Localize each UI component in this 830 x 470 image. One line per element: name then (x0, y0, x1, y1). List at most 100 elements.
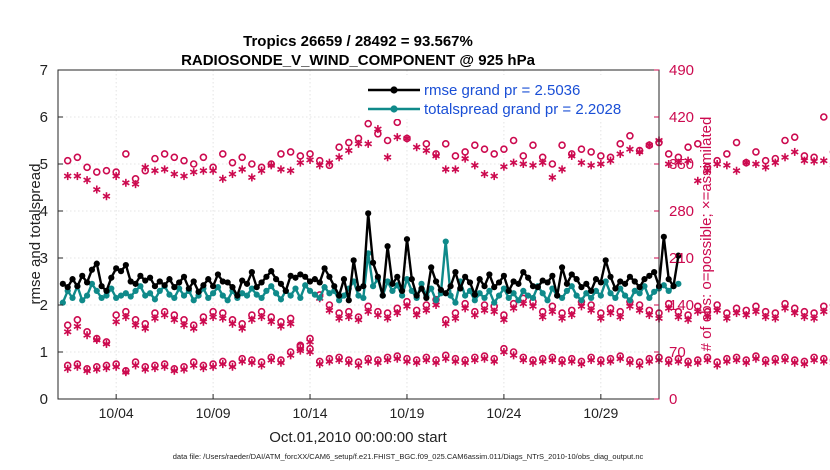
rmse-point (365, 210, 372, 217)
rmse-point (578, 284, 585, 291)
y-right-tick-label: 140 (669, 297, 694, 314)
totalspread-point (563, 287, 571, 294)
obs-assimilated-marker (432, 151, 440, 160)
rmse-point (554, 292, 561, 299)
obs-assimilated-marker (693, 176, 702, 185)
obs-assimilated-marker (732, 356, 741, 365)
obs-possible-marker (218, 150, 227, 158)
obs-assimilated-marker (722, 314, 731, 323)
totalspread-point (277, 296, 285, 303)
totalspread-point (336, 297, 343, 304)
obs-assimilated-marker (238, 165, 247, 174)
rmse-point (510, 278, 517, 285)
totalspread-point (59, 299, 66, 306)
rmse-point (122, 261, 129, 269)
y-right-tick-label: 280 (669, 203, 694, 220)
obs-assimilated-marker (558, 314, 566, 323)
obs-assimilated-marker (306, 155, 314, 164)
totalspread-point (306, 287, 314, 294)
rmse-point (321, 265, 328, 272)
obs-assimilated-marker (83, 331, 91, 340)
obs-assimilated-marker (141, 163, 150, 172)
obs-assimilated-marker (810, 314, 818, 323)
obs-assimilated-marker (422, 356, 431, 365)
rmse-point (205, 276, 212, 283)
rmse-point (471, 291, 478, 298)
obs-assimilated-marker (810, 157, 818, 166)
obs-assimilated-marker (112, 362, 121, 371)
obs-assimilated-marker (277, 358, 285, 367)
obs-assimilated-marker (771, 158, 780, 167)
rmse-point (83, 279, 91, 286)
totalspread-point (432, 297, 440, 304)
obs-assimilated-marker (674, 313, 683, 322)
obs-assimilated-marker (121, 368, 130, 377)
rmse-point (180, 273, 188, 280)
x-tick-label: 10/29 (583, 405, 618, 421)
obs-assimilated-marker (296, 158, 305, 167)
totalspread-point (146, 290, 154, 297)
rmse-point (520, 269, 527, 276)
totalspread-point (360, 294, 367, 302)
totalspread-point (520, 287, 527, 294)
obs-possible-marker (335, 143, 343, 152)
rmse-point (534, 284, 541, 291)
obs-assimilated-marker (257, 361, 266, 370)
obs-assimilated-marker (199, 364, 208, 373)
grid (58, 70, 659, 399)
rmse-point (515, 280, 522, 287)
totalspread-point (79, 297, 86, 304)
rmse-point (558, 264, 566, 271)
y-left-tick-label: 0 (40, 391, 48, 408)
rmse-point (602, 257, 609, 264)
obs-assimilated-marker (684, 360, 692, 369)
obs-assimilated-marker (742, 158, 751, 167)
obs-assimilated-marker (63, 364, 72, 373)
totalspread-point (355, 292, 362, 299)
obs-assimilated-marker (616, 313, 625, 322)
rmse-point (636, 284, 643, 291)
rmse-point (418, 285, 425, 292)
y-axis-right-label: # of obs: o=possible; ×=assimilated (698, 117, 715, 352)
rmse-point (428, 264, 435, 271)
y-left-tick-label: 6 (40, 109, 48, 126)
rmse-point (403, 236, 411, 243)
obs-assimilated-marker (180, 321, 188, 330)
obs-possible-marker (151, 154, 159, 163)
obs-assimilated-marker (635, 147, 644, 156)
y-left-tick-label: 4 (40, 203, 48, 220)
totalspread-point (539, 290, 546, 297)
obs-assimilated-marker (393, 309, 402, 318)
obs-assimilated-marker (403, 302, 411, 311)
obs-assimilated-marker (102, 339, 111, 348)
obs-possible-marker (616, 140, 625, 148)
rmse-point (437, 286, 444, 294)
obs-assimilated-marker (451, 165, 460, 174)
rmse-point (142, 277, 149, 284)
obs-assimilated-marker (63, 172, 72, 181)
obs-assimilated-marker (800, 360, 809, 369)
obs-assimilated-marker (567, 357, 576, 366)
totalspread-point (621, 292, 629, 299)
totalspread-point (646, 294, 653, 302)
obs-assimilated-marker (771, 357, 780, 366)
obs-possible-marker (83, 163, 91, 172)
obs-markers (63, 103, 830, 377)
obs-assimilated-marker (209, 362, 217, 371)
totalspread-point (592, 287, 600, 294)
obs-assimilated-marker (596, 314, 605, 323)
totalspread-point (515, 297, 522, 304)
obs-assimilated-marker (63, 327, 72, 336)
x-axis: 10/04 10/09 10/14 10/19 10/24 10/29 (99, 394, 619, 421)
totalspread-point (176, 285, 183, 292)
obs-assimilated-marker (315, 360, 324, 369)
obs-assimilated-marker (286, 319, 295, 328)
rmse-point (336, 292, 343, 299)
x-axis-label: Oct.01,2010 00:00:00 start (269, 429, 447, 446)
rmse-point (340, 276, 348, 283)
obs-assimilated-marker (461, 304, 469, 313)
obs-assimilated-marker (490, 307, 499, 316)
obs-assimilated-marker (480, 306, 489, 315)
y-right-tick-label: 350 (669, 156, 694, 173)
totalspread-point (239, 290, 246, 297)
